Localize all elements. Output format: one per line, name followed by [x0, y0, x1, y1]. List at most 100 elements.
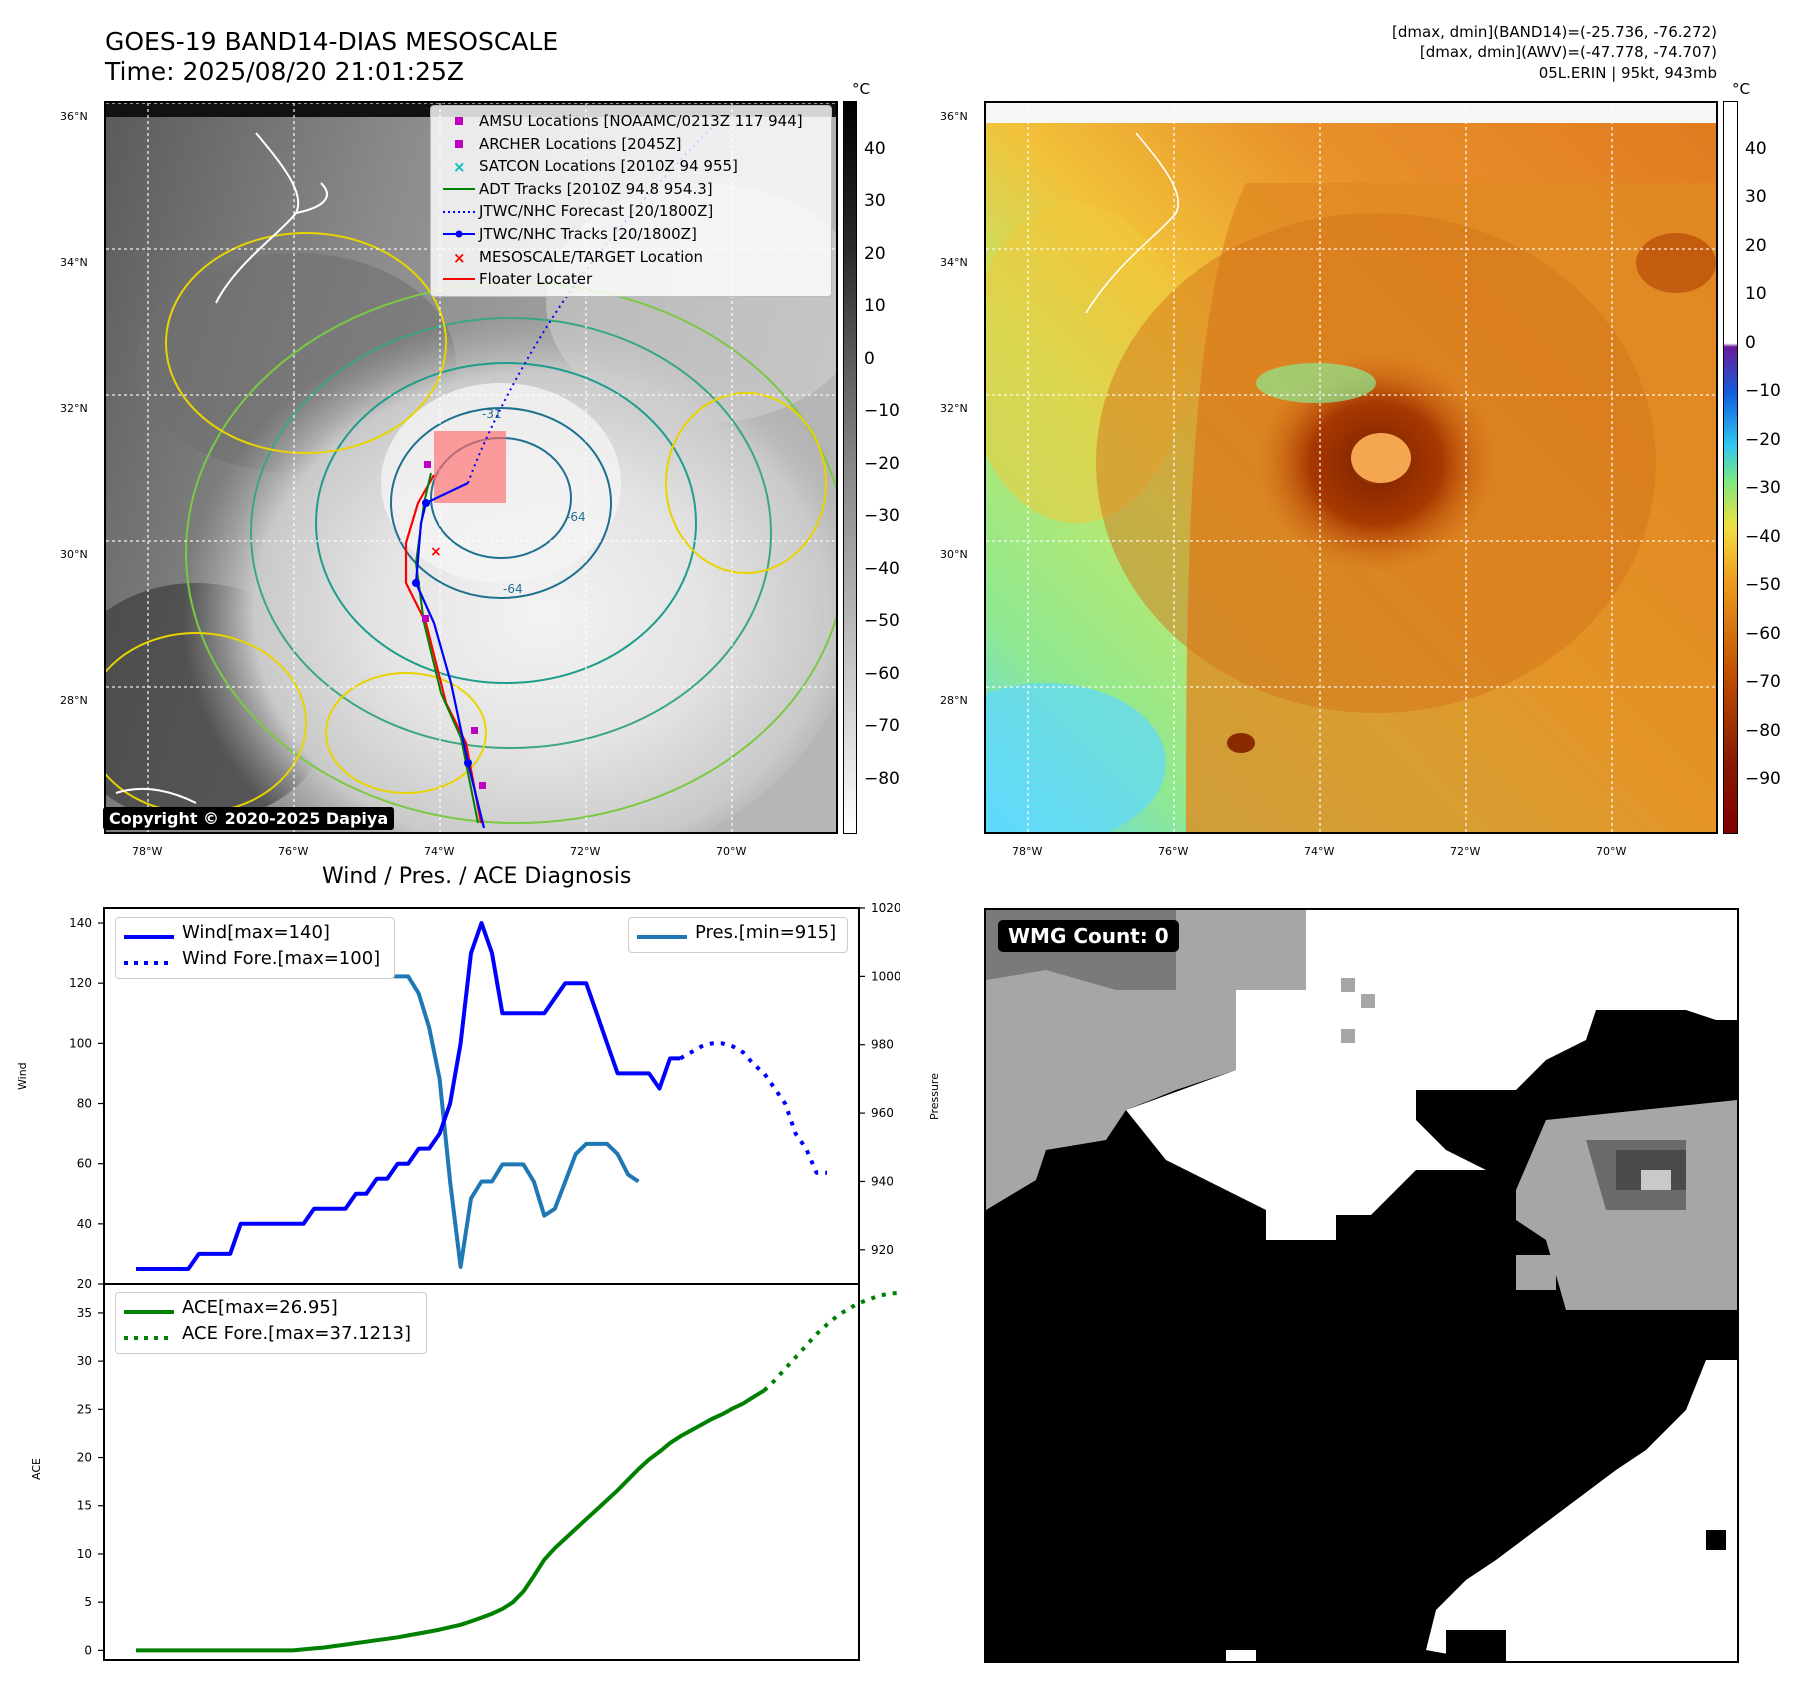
legend-row: ARCHER Locations [2045Z]: [439, 133, 823, 156]
lat-label: 32°N: [60, 402, 88, 415]
ir-legend: AMSU Locations [NOAAMC/0213Z 117 944] ARC…: [430, 105, 832, 297]
ace-series-line: [136, 1388, 766, 1653]
legend-label: AMSU Locations [NOAAMC/0213Z 117 944]: [479, 112, 803, 130]
legend-symbol: ×: [439, 157, 479, 176]
lon-label: 78°W: [132, 845, 163, 858]
colorbar-tick-label: 20: [1745, 235, 1767, 256]
pres-tick-label: 980: [871, 1038, 894, 1052]
pres-ylabel: Pressure: [928, 1073, 941, 1120]
lat-label: 28°N: [940, 694, 968, 707]
wind-legend: Wind[max=140] Wind Fore.[max=100]: [115, 917, 395, 979]
legend-row: ADT Tracks [2010Z 94.8 954.3]: [439, 178, 823, 201]
ace-tick-label: 0: [84, 1643, 92, 1657]
lat-label: 36°N: [60, 110, 88, 123]
svg-text:×: ×: [453, 158, 466, 175]
lon-label: 72°W: [570, 845, 601, 858]
pres-tick-label: 920: [871, 1243, 894, 1257]
lat-label: 36°N: [940, 110, 968, 123]
pres-legend: Pres.[min=915]: [628, 917, 848, 953]
colorbar-tick-label: −40: [1745, 526, 1781, 547]
colorbar-tick-label: −90: [1745, 769, 1781, 790]
colorbar-tick-label: −70: [864, 716, 900, 737]
colorbar-tick-label: −80: [1745, 720, 1781, 741]
ir-colorbar-unit: °C: [852, 80, 870, 98]
pres-tick-label: 940: [871, 1174, 894, 1188]
ace-legend: ACE[max=26.95] ACE Fore.[max=37.1213]: [115, 1292, 427, 1354]
legend-symbol: [439, 180, 479, 198]
ace-tick-label: 20: [77, 1451, 92, 1465]
ace-forecast-series-line: [762, 1290, 900, 1392]
legend-row: × MESOSCALE/TARGET Location: [439, 246, 823, 269]
svg-text:-64: -64: [503, 582, 523, 596]
pres-tick-label: 960: [871, 1106, 894, 1120]
pressure-series-line: [136, 926, 640, 1269]
colorbar-tick-label: 40: [864, 138, 886, 159]
diagnosis-chart: 2040608010012014092094096098010001020051…: [69, 901, 900, 1661]
colorbar-tick-label: −20: [1745, 429, 1781, 450]
info-awv: [dmax, dmin](AWV)=(-47.778, -74.707): [1419, 43, 1717, 61]
legend-label: ARCHER Locations [2045Z]: [479, 134, 682, 153]
lon-label: 74°W: [424, 845, 455, 858]
lon-label: 76°W: [278, 845, 309, 858]
legend-label: JTWC/NHC Forecast [20/1800Z]: [479, 202, 714, 221]
wind-tick-label: 100: [69, 1036, 92, 1050]
wind-series-line: [136, 921, 681, 1271]
wind-tick-label: 60: [77, 1157, 92, 1171]
colorbar-tick-label: −20: [864, 453, 900, 474]
ace-tick-label: 15: [77, 1499, 92, 1513]
colorbar-tick-label: −70: [1745, 672, 1781, 693]
wind-tick-label: 140: [69, 916, 92, 930]
svg-text:×: ×: [453, 249, 466, 266]
colorbar-tick-label: −30: [1745, 478, 1781, 499]
lon-label: 76°W: [1158, 845, 1189, 858]
colorbar-tick-label: 0: [864, 348, 875, 369]
legend-symbol: [439, 225, 479, 243]
colorbar-tick-label: 30: [864, 191, 886, 212]
svg-text:-64: -64: [566, 510, 586, 524]
ace-tick-label: 25: [77, 1402, 92, 1416]
legend-pres-label: Pres.[min=915]: [695, 922, 837, 943]
colorbar-tick-label: 10: [1745, 284, 1767, 305]
colorbar-tick-label: −60: [1745, 623, 1781, 644]
legend-label: JTWC/NHC Tracks [20/1800Z]: [479, 224, 697, 243]
wv-map-panel[interactable]: [984, 101, 1718, 834]
legend-label: SATCON Locations [2010Z 94 955]: [479, 157, 738, 176]
lon-label: 78°W: [1012, 845, 1043, 858]
ace-tick-label: 35: [77, 1306, 92, 1320]
legend-row: AMSU Locations [NOAAMC/0213Z 117 944]: [439, 110, 823, 133]
lat-label: 34°N: [940, 256, 968, 269]
wind-tick-label: 40: [77, 1217, 92, 1231]
legend-symbol: ×: [439, 248, 479, 267]
wind-forecast-series-line: [679, 1041, 827, 1175]
legend-row: Floater Locater: [439, 268, 823, 291]
legend-label: ADT Tracks [2010Z 94.8 954.3]: [479, 179, 713, 198]
legend-ace-label: ACE[max=26.95]: [182, 1297, 338, 1318]
lat-label: 30°N: [60, 548, 88, 561]
ace-tick-label: 10: [77, 1547, 92, 1561]
ace-legend-swatch: [124, 1301, 174, 1315]
colorbar-tick-label: 10: [864, 296, 886, 317]
ace-axes-frame: [103, 1283, 860, 1661]
lat-label: 34°N: [60, 256, 88, 269]
colorbar-tick-label: −60: [864, 663, 900, 684]
wmg-count-badge: WMG Count: 0: [998, 920, 1179, 952]
pres-legend-swatch: [637, 926, 687, 940]
lat-label: 28°N: [60, 694, 88, 707]
lon-label: 70°W: [1596, 845, 1627, 858]
colorbar-tick-label: −50: [1745, 575, 1781, 596]
wmg-panel[interactable]: [984, 908, 1739, 1663]
diag-title: Wind / Pres. / ACE Diagnosis: [322, 864, 632, 889]
lon-label: 72°W: [1450, 845, 1481, 858]
legend-symbol: [439, 203, 479, 221]
legend-symbol: [439, 135, 479, 153]
colorbar-tick-label: 0: [1745, 332, 1756, 353]
ace-ylabel: ACE: [30, 1458, 43, 1480]
colorbar-tick-label: 20: [864, 243, 886, 264]
svg-text:-31: -31: [482, 407, 502, 421]
legend-label: Floater Locater: [479, 270, 593, 289]
info-band14: [dmax, dmin](BAND14)=(-25.736, -76.272): [1392, 23, 1717, 41]
wind-ylabel: Wind: [16, 1062, 29, 1090]
wind-tick-label: 120: [69, 976, 92, 990]
wind-legend-swatch: [124, 926, 174, 940]
info-storm: 05L.ERIN | 95kt, 943mb: [1538, 64, 1717, 82]
